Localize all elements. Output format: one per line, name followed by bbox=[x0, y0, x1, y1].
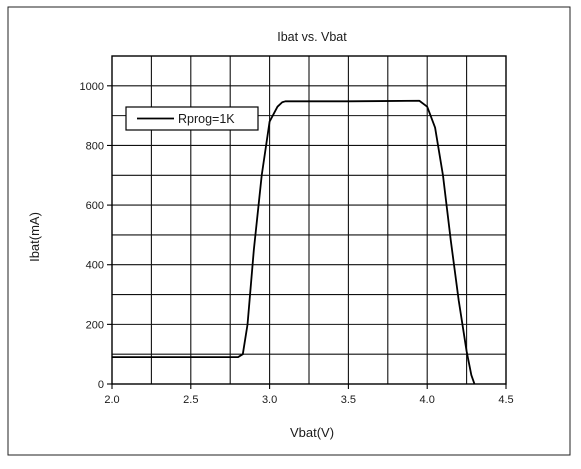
x-tick-label: 3.5 bbox=[341, 394, 356, 406]
y-tick-label: 200 bbox=[86, 319, 104, 331]
legend-label: Rprog=1K bbox=[178, 112, 235, 126]
plot-area bbox=[111, 55, 507, 385]
legend-box bbox=[125, 106, 259, 131]
y-axis-title: Ibat(mA) bbox=[27, 212, 42, 262]
x-tick-label: 4.5 bbox=[498, 394, 513, 406]
outer-border bbox=[7, 6, 571, 456]
series-line-rprog-1k bbox=[112, 99, 476, 385]
legend: Rprog=1K bbox=[125, 106, 259, 131]
y-tick-label: 800 bbox=[86, 140, 104, 152]
y-tick-label: 0 bbox=[98, 379, 104, 391]
grid-layer bbox=[112, 56, 506, 384]
x-tick-label: 3.0 bbox=[262, 394, 277, 406]
y-tick-label: 1000 bbox=[80, 81, 104, 93]
y-tick-label: 400 bbox=[86, 260, 104, 272]
x-axis-title: Vbat(V) bbox=[290, 425, 334, 440]
chart-title: Ibat vs. Vbat bbox=[277, 30, 347, 44]
ticks-layer: 2.0 2.5 3.0 3.5 4.0 4.5 0 200 400 600 800 1000 bbox=[80, 81, 514, 406]
x-tick-label: 2.0 bbox=[104, 394, 119, 406]
y-tick-label: 600 bbox=[86, 200, 104, 212]
x-tick-label: 4.0 bbox=[420, 394, 435, 406]
x-tick-label: 2.5 bbox=[183, 394, 198, 406]
